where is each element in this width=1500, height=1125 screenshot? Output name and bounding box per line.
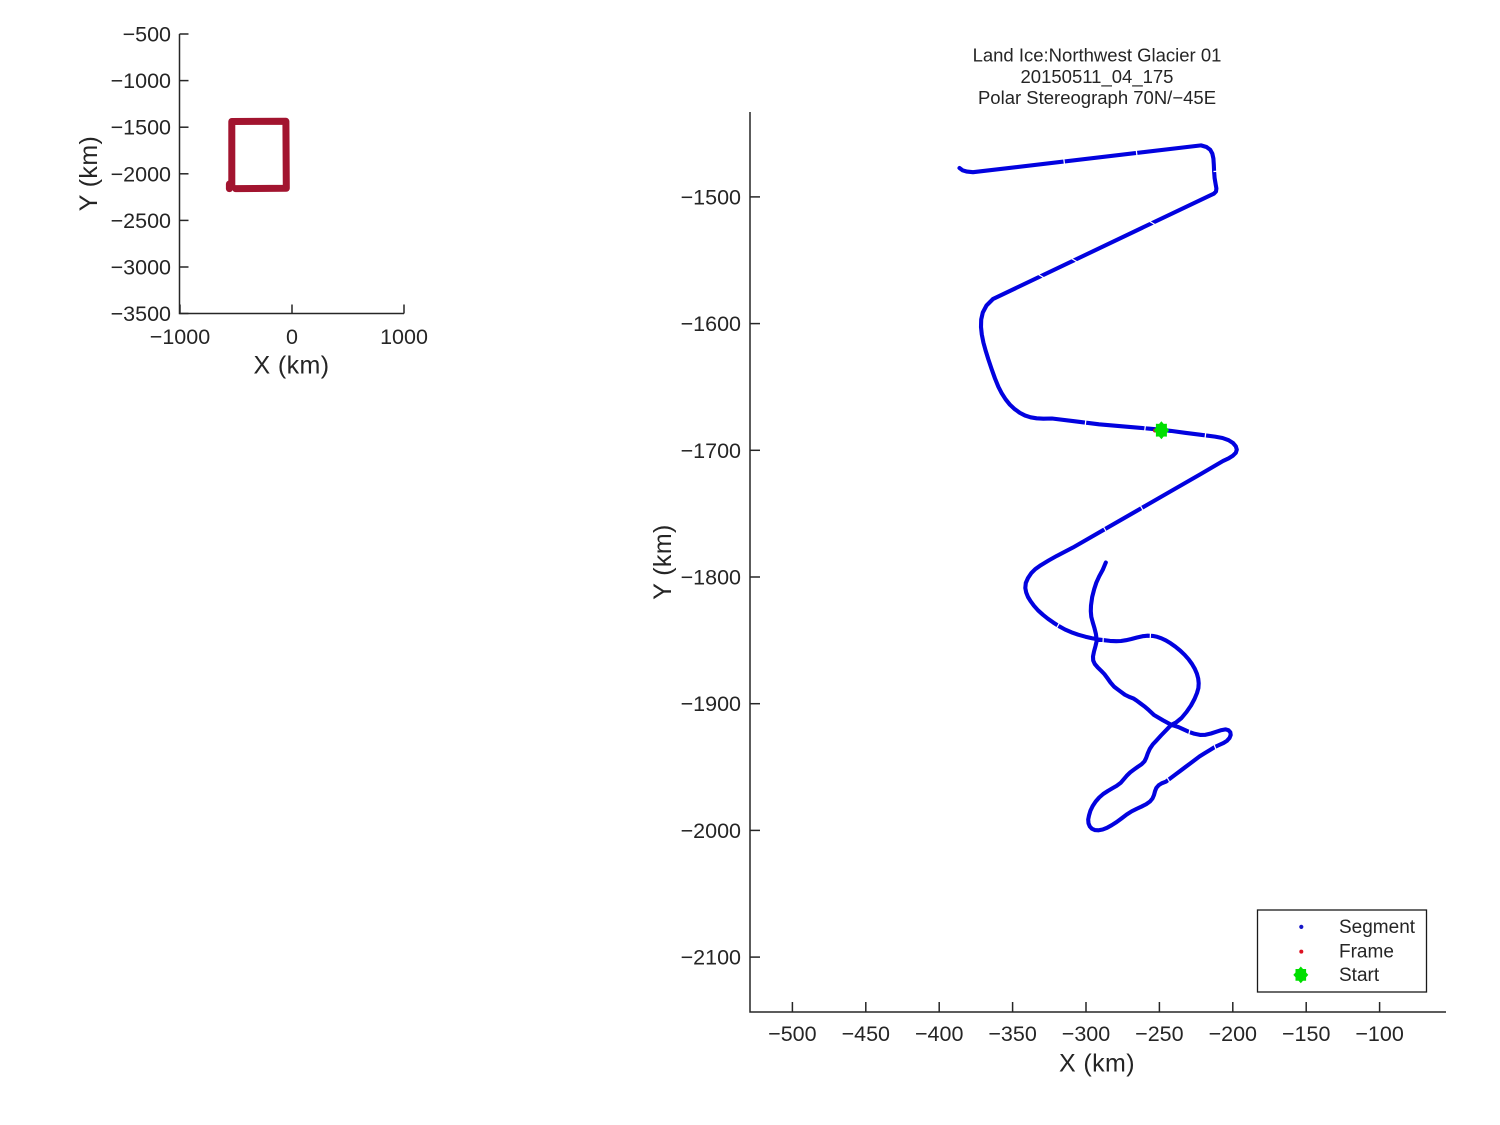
svg-text:−500: −500 <box>768 1022 816 1046</box>
svg-text:X (km): X (km) <box>254 352 330 380</box>
svg-text:−300: −300 <box>1062 1022 1110 1046</box>
svg-text:Segment: Segment <box>1339 917 1416 938</box>
svg-text:−350: −350 <box>988 1022 1036 1046</box>
svg-text:−400: −400 <box>915 1022 963 1046</box>
svg-text:−450: −450 <box>842 1022 890 1046</box>
svg-text:Frame: Frame <box>1339 942 1394 963</box>
svg-text:−1600: −1600 <box>681 312 741 336</box>
svg-text:−100: −100 <box>1355 1022 1403 1046</box>
svg-text:1000: 1000 <box>380 325 428 349</box>
svg-text:−1500: −1500 <box>111 116 171 140</box>
svg-text:−200: −200 <box>1209 1022 1257 1046</box>
svg-text:−3500: −3500 <box>111 302 171 326</box>
svg-text:−2500: −2500 <box>111 209 171 233</box>
svg-text:−1800: −1800 <box>681 566 741 590</box>
svg-text:−500: −500 <box>123 23 171 47</box>
svg-text:−1700: −1700 <box>681 439 741 463</box>
svg-text:−250: −250 <box>1135 1022 1183 1046</box>
svg-text:−2000: −2000 <box>111 162 171 186</box>
svg-text:X (km): X (km) <box>1059 1050 1135 1078</box>
svg-text:−3000: −3000 <box>111 256 171 280</box>
svg-text:Polar Stereograph 70N/−45E: Polar Stereograph 70N/−45E <box>978 87 1216 108</box>
svg-text:−1000: −1000 <box>111 69 171 93</box>
svg-text:−1000: −1000 <box>150 325 210 349</box>
svg-text:Start: Start <box>1339 965 1380 986</box>
svg-text:−150: −150 <box>1282 1022 1330 1046</box>
svg-text:−1500: −1500 <box>681 185 741 209</box>
svg-text:−2000: −2000 <box>681 819 741 843</box>
svg-text:−1900: −1900 <box>681 692 741 716</box>
svg-text:Y (km): Y (km) <box>649 524 677 600</box>
svg-text:20150511_04_175: 20150511_04_175 <box>1021 66 1174 88</box>
svg-text:−2100: −2100 <box>681 946 741 970</box>
svg-text:Land Ice:Northwest Glacier 01: Land Ice:Northwest Glacier 01 <box>973 44 1222 65</box>
svg-text:Y (km): Y (km) <box>75 136 103 212</box>
svg-text:0: 0 <box>286 325 298 349</box>
